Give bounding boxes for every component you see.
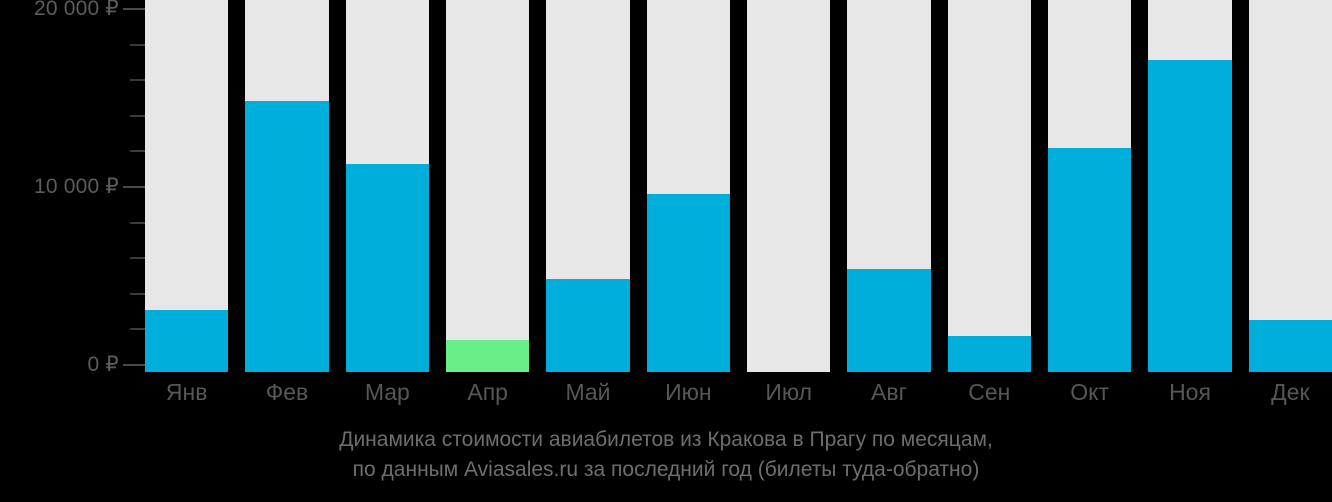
x-tick-label: Дек [1271,379,1310,405]
plot-area [145,0,1332,373]
y-tick-mark [130,221,145,224]
bar-column[interactable] [546,0,630,373]
y-tick-mark [123,8,145,10]
x-tick-label: Июл [765,379,813,405]
bar[interactable] [345,164,429,372]
x-axis: Янв Фев Мар Апр Май Июн Июл Авг Сен Окт Ноя Дек [145,373,1332,421]
bar[interactable] [847,269,931,372]
bar-column[interactable] [1148,0,1232,373]
bar-track [446,0,530,372]
bar-track [947,0,1031,372]
bar[interactable] [245,101,329,372]
bar-column[interactable] [1248,0,1332,373]
bar-column[interactable] [245,0,329,373]
x-tick-label: Июн [665,379,712,405]
y-tick-label: 20 000 ₽ [33,0,119,20]
y-tick-mark [130,328,145,331]
y-tick-label: 10 000 ₽ [33,175,119,198]
y-tick-mark [123,364,145,366]
y-tick-mark [130,292,145,295]
y-tick-mark [123,186,145,188]
caption-line-2: по данным Aviasales.ru за последний год … [352,458,980,481]
x-tick-label: Окт [1070,379,1110,405]
y-axis: 0 ₽ 10 000 ₽ 20 000 ₽ [0,0,145,376]
bar[interactable] [145,310,229,372]
bar-column[interactable] [145,0,229,373]
y-tick-mark [130,150,145,153]
bar-track [747,0,831,372]
y-tick-mark [130,257,145,260]
x-tick-label: Фев [265,379,309,405]
x-tick-label: Авг [871,379,907,405]
bar-column[interactable] [1048,0,1132,373]
chart-caption: Динамика стоимости авиабилетов из Краков… [0,425,1332,485]
bar-track [1248,0,1332,372]
bar-column[interactable] [747,0,831,373]
bar[interactable] [1048,148,1132,372]
bar-column[interactable] [345,0,429,373]
x-tick-label: Сен [968,379,1011,405]
bar-column[interactable] [947,0,1031,373]
y-tick-mark [130,43,145,46]
y-tick-mark [130,79,145,82]
bar[interactable] [1248,320,1332,372]
bar[interactable] [1148,60,1232,372]
bar[interactable] [546,279,630,372]
x-tick-label: Ноя [1169,379,1211,405]
caption-line-1: Динамика стоимости авиабилетов из Краков… [339,428,993,451]
bar-column[interactable] [646,0,730,373]
y-tick-mark [130,114,145,117]
y-tick-label: 0 ₽ [87,353,119,376]
x-tick-label: Мар [364,379,410,405]
x-tick-label: Апр [467,379,508,405]
bar-column[interactable] [446,0,530,373]
bar-column[interactable] [847,0,931,373]
bar[interactable] [947,336,1031,372]
bar[interactable] [646,194,730,372]
x-tick-label: Янв [165,379,208,405]
x-tick-label: Май [565,379,611,405]
bar[interactable] [446,340,530,372]
